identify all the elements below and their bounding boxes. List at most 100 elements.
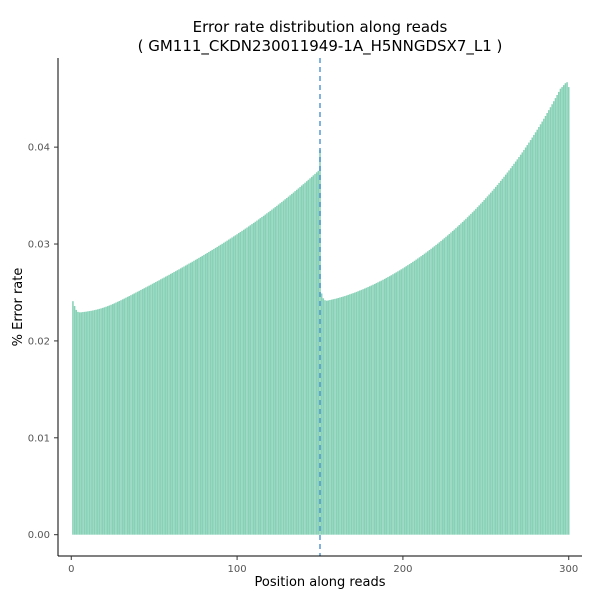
bar	[433, 246, 436, 535]
bar	[548, 110, 550, 535]
bar	[324, 300, 326, 535]
bar	[558, 91, 560, 535]
y-tick-label: 0.00	[28, 530, 50, 541]
bar	[443, 238, 446, 535]
bar	[364, 288, 366, 535]
bar	[256, 220, 258, 535]
bar	[448, 233, 451, 535]
bar	[544, 115, 547, 535]
bar	[349, 294, 351, 535]
bar	[350, 293, 353, 535]
bar	[319, 149, 321, 535]
bar	[269, 210, 272, 535]
bar	[466, 217, 469, 535]
bar	[478, 205, 480, 535]
bar	[78, 312, 81, 535]
bar	[277, 204, 280, 535]
bar	[203, 254, 205, 535]
bar	[410, 263, 412, 535]
bar	[383, 278, 386, 535]
bar	[438, 242, 441, 535]
bar	[516, 159, 519, 535]
bar	[233, 236, 235, 535]
bar	[368, 286, 371, 535]
bar	[398, 270, 401, 535]
bar	[498, 182, 500, 535]
bar	[181, 267, 184, 535]
bar	[337, 297, 340, 535]
bar	[302, 184, 305, 535]
bar	[385, 277, 388, 535]
bar	[216, 246, 218, 535]
bar	[390, 275, 393, 535]
chart-title: Error rate distribution along reads	[193, 18, 448, 36]
bar	[156, 281, 159, 535]
bar	[320, 293, 323, 535]
bar	[377, 282, 379, 535]
bar	[199, 256, 202, 535]
bar	[430, 248, 432, 535]
bar	[312, 175, 315, 535]
bar	[413, 260, 416, 535]
bar	[224, 241, 227, 535]
bar	[332, 299, 335, 535]
bar	[151, 283, 154, 535]
bar	[242, 229, 245, 535]
bar	[508, 170, 510, 535]
bar	[453, 229, 456, 535]
bar	[503, 176, 505, 535]
bar	[463, 220, 466, 535]
bar	[392, 274, 394, 535]
bar	[140, 289, 142, 535]
bar	[249, 225, 252, 535]
bar	[417, 258, 419, 535]
bar	[450, 232, 452, 535]
bar	[296, 189, 298, 535]
bar	[171, 272, 174, 535]
bar	[168, 274, 170, 535]
bar	[395, 272, 398, 535]
y-tick-label: 0.04	[28, 143, 50, 154]
bar	[423, 253, 426, 535]
bar	[204, 253, 207, 535]
bar	[131, 294, 134, 535]
bar	[551, 104, 553, 535]
bar	[330, 299, 333, 535]
bar	[219, 244, 222, 535]
bar	[468, 215, 471, 535]
bar	[359, 290, 361, 535]
bar	[244, 228, 247, 535]
x-tick-label: 300	[559, 564, 578, 575]
bar	[100, 308, 102, 535]
bar	[108, 305, 111, 535]
bar	[158, 280, 160, 535]
bar	[556, 95, 558, 535]
bar	[146, 286, 149, 535]
bar	[201, 255, 204, 535]
bar	[231, 237, 233, 535]
bar	[259, 218, 262, 535]
bar	[539, 124, 542, 535]
bar	[488, 194, 490, 535]
bar	[136, 291, 139, 535]
bar	[451, 231, 454, 535]
bar	[362, 289, 364, 535]
bar	[254, 221, 257, 535]
bar	[261, 216, 263, 535]
bar	[335, 298, 338, 535]
bar	[513, 163, 515, 535]
bar	[77, 311, 79, 535]
bar	[506, 172, 509, 535]
bar	[403, 267, 406, 535]
bar	[274, 207, 276, 535]
bar	[97, 309, 99, 535]
bar	[123, 298, 126, 535]
bar	[241, 230, 243, 535]
bar	[189, 262, 192, 535]
bar	[287, 196, 290, 535]
bar	[145, 287, 147, 535]
bar	[121, 299, 124, 535]
bar	[247, 226, 250, 535]
bar	[461, 221, 464, 535]
bar	[213, 248, 215, 535]
